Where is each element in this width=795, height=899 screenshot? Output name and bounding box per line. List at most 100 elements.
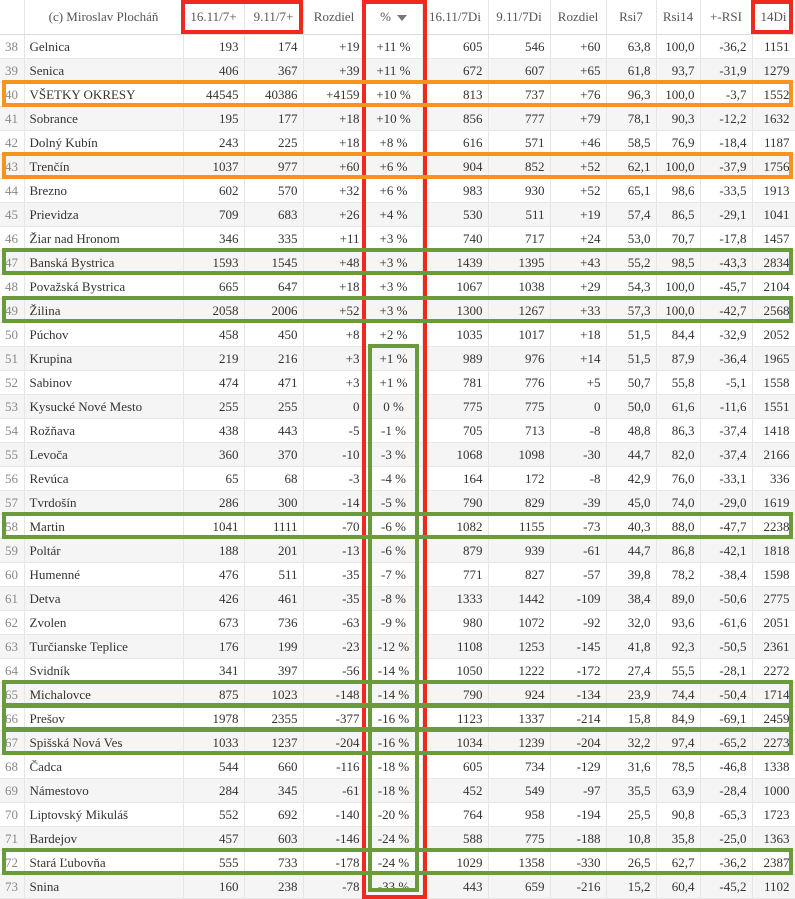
cell-rsi14: 76,0 (656, 466, 701, 491)
header-9-11-7di[interactable]: 9.11/7Di (488, 0, 551, 35)
header-rsi7[interactable]: Rsi7 (606, 0, 657, 35)
cell-c14di: 2104 (752, 274, 795, 299)
header-percent[interactable]: % (365, 0, 423, 35)
cell-rsi7: 50,0 (606, 394, 657, 419)
cell-c14di: 2568 (752, 298, 795, 323)
cell-rsi14: 74,0 (656, 490, 701, 515)
cell-c2: 300 (244, 490, 304, 515)
header-rsi-diff[interactable]: +-RSI (700, 0, 753, 35)
cell-rozdiel: +19 (303, 34, 366, 59)
cell-rozdiel-di: +52 (550, 178, 607, 203)
table-row: 57 Tvrdošín 286 300 -14 -5 % 790 829 -39 45,0 74,0… (0, 490, 795, 515)
cell-c9-7di: 827 (488, 562, 551, 587)
cell-c1: 341 (183, 658, 245, 683)
cell-percent: -14 % (365, 658, 423, 683)
cell-rozdiel: -35 (303, 562, 366, 587)
cell-c2: 345 (244, 778, 304, 803)
cell-rsi14: 61,6 (656, 394, 701, 419)
row-index: 53 (0, 394, 25, 419)
cell-c16-7di: 705 (422, 418, 489, 443)
cell-c9-7di: 571 (488, 130, 551, 155)
cell-c1: 284 (183, 778, 245, 803)
cell-c1: 426 (183, 586, 245, 611)
cell-rozdiel-di: -145 (550, 634, 607, 659)
header-rsi14[interactable]: Rsi14 (656, 0, 701, 35)
header-rozdiel[interactable]: Rozdiel (303, 0, 366, 35)
cell-rsi-diff: -46,8 (700, 754, 753, 779)
cell-rsi-diff: -33,1 (700, 466, 753, 491)
cell-rozdiel-di: -188 (550, 826, 607, 851)
cell-rozdiel-di: -57 (550, 562, 607, 587)
cell-c2: 692 (244, 802, 304, 827)
cell-rsi7: 23,9 (606, 682, 657, 707)
header-rozdiel-di[interactable]: Rozdiel (550, 0, 607, 35)
cell-rsi7: 39,8 (606, 562, 657, 587)
district-name: Prešov (24, 706, 184, 731)
cell-rsi14: 86,8 (656, 538, 701, 563)
cell-c1: 458 (183, 322, 245, 347)
sort-desc-icon[interactable] (396, 15, 407, 22)
cell-rsi7: 51,5 (606, 346, 657, 371)
cell-rsi-diff: -37,4 (700, 442, 753, 467)
header-14di[interactable]: 14Di (752, 0, 795, 35)
header-16-11-7di[interactable]: 16.11/7Di (422, 0, 489, 35)
cell-c14di: 1552 (752, 82, 795, 107)
cell-c14di: 1558 (752, 370, 795, 395)
district-name: Považská Bystrica (24, 274, 184, 299)
cell-rozdiel: +3 (303, 370, 366, 395)
row-index: 69 (0, 778, 25, 803)
cell-c16-7di: 443 (422, 874, 489, 899)
cell-rsi7: 45,0 (606, 490, 657, 515)
cell-c1: 286 (183, 490, 245, 515)
row-index: 38 (0, 34, 25, 59)
cell-rsi7: 96,3 (606, 82, 657, 107)
cell-c9-7di: 659 (488, 874, 551, 899)
header-9-11-7plus[interactable]: 9.11/7+ (244, 0, 304, 35)
cell-percent: +3 % (365, 274, 423, 299)
cell-rozdiel-di: +46 (550, 130, 607, 155)
cell-c2: 733 (244, 850, 304, 875)
header-16-11-7plus[interactable]: 16.11/7+ (183, 0, 245, 35)
cell-c9-7di: 607 (488, 58, 551, 83)
header-row: (c) Miroslav Plocháň 16.11/7+ 9.11/7+ Ro… (0, 0, 795, 35)
cell-c2: 199 (244, 634, 304, 659)
cell-rsi14: 86,5 (656, 202, 701, 227)
cell-percent: -33 % (365, 874, 423, 899)
cell-c2: 255 (244, 394, 304, 419)
table-row: 54 Rožňava 438 443 -5 -1 % 705 713 -8 48,8 86,3 -37… (0, 418, 795, 443)
cell-c16-7di: 1439 (422, 250, 489, 275)
cell-rsi14: 55,5 (656, 658, 701, 683)
row-index: 57 (0, 490, 25, 515)
cell-c14di: 2361 (752, 634, 795, 659)
table-row: 58 Martin 1041 1111 -70 -6 % 1082 1155 -73 40,3 88… (0, 514, 795, 539)
cell-c1: 219 (183, 346, 245, 371)
cell-c9-7di: 734 (488, 754, 551, 779)
cell-c1: 665 (183, 274, 245, 299)
district-name: Prievidza (24, 202, 184, 227)
cell-c1: 65 (183, 466, 245, 491)
cell-rozdiel: -204 (303, 730, 366, 755)
cell-rsi-diff: -47,7 (700, 514, 753, 539)
table-row: 43 Trenčín 1037 977 +60 +6 % 904 852 +52 62,1 100,… (0, 154, 795, 179)
cell-rsi14: 100,0 (656, 154, 701, 179)
cell-rozdiel-di: +33 (550, 298, 607, 323)
table-row: 72 Stará Ľubovňa 555 733 -178 -24 % 1029 1358 -3… (0, 850, 795, 875)
cell-rsi-diff: -5,1 (700, 370, 753, 395)
cell-c16-7di: 1123 (422, 706, 489, 731)
cell-c1: 406 (183, 58, 245, 83)
cell-rozdiel-di: -97 (550, 778, 607, 803)
cell-rozdiel: -3 (303, 466, 366, 491)
row-index: 46 (0, 226, 25, 251)
cell-rozdiel-di: +52 (550, 154, 607, 179)
district-name: Revúca (24, 466, 184, 491)
cell-rozdiel-di: 0 (550, 394, 607, 419)
cell-rsi-diff: -50,5 (700, 634, 753, 659)
cell-c9-7di: 717 (488, 226, 551, 251)
cell-percent: +2 % (365, 322, 423, 347)
cell-c9-7di: 829 (488, 490, 551, 515)
cell-rsi14: 89,0 (656, 586, 701, 611)
header-author[interactable]: (c) Miroslav Plocháň (24, 0, 184, 35)
row-index: 39 (0, 58, 25, 83)
cell-c1: 474 (183, 370, 245, 395)
cell-c9-7di: 1239 (488, 730, 551, 755)
